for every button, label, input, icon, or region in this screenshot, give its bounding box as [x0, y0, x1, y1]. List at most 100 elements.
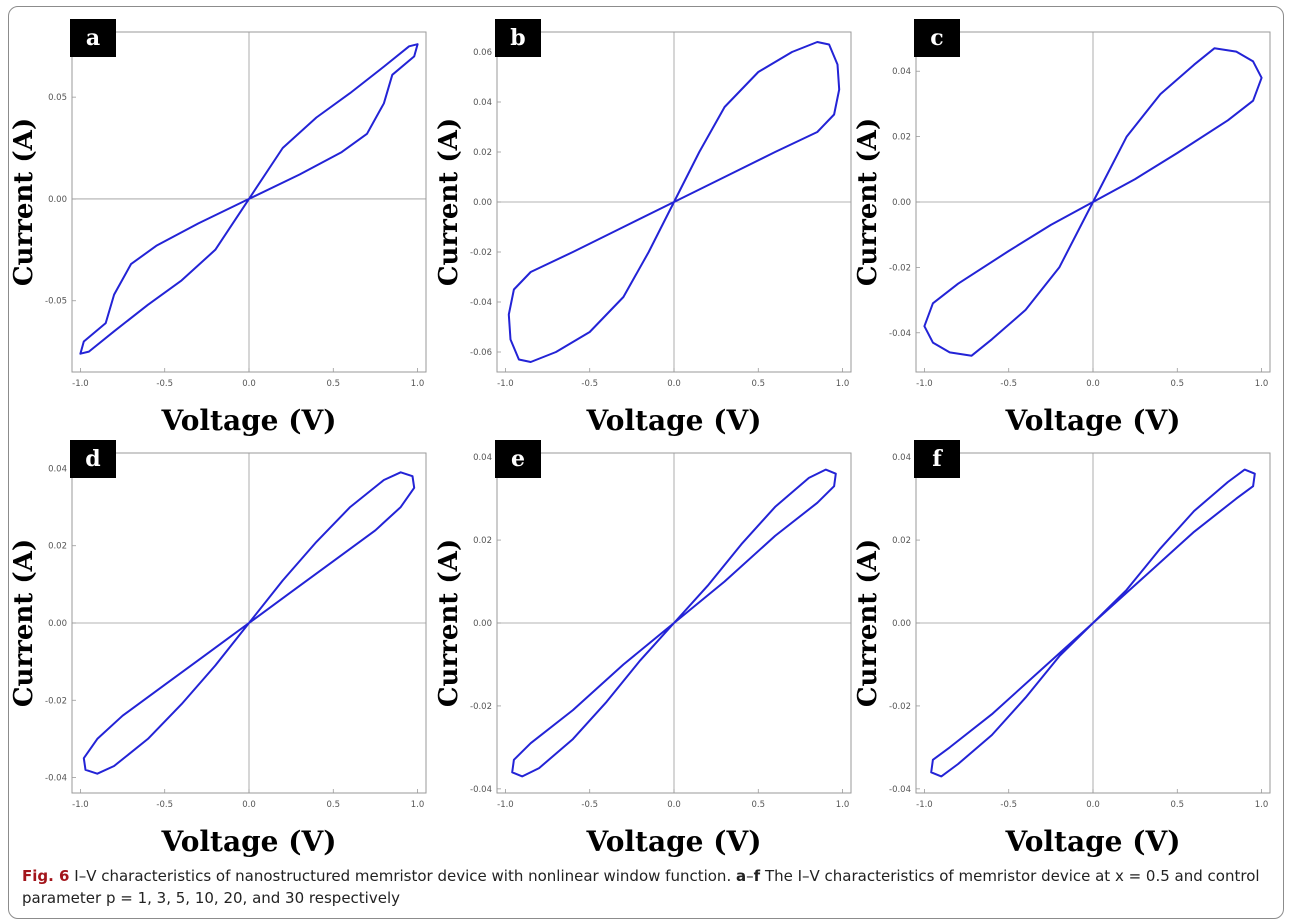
caption-text-2: The I–V characteristics of memristor dev…	[22, 867, 1260, 907]
panel-f: -1.0 -0.5 0.0 0.5 1.0 -0.04 -0.02 0.00 0.02 0.04 V…	[853, 440, 1271, 858]
panel-label-badge	[914, 440, 960, 478]
panel-c: -1.0 -0.5 0.0 0.5 1.0 -0.04 -0.02 0.00 0.02 0.04 V…	[853, 19, 1271, 437]
caption-range-dash: –	[746, 867, 754, 885]
y-tick-label: -0.04	[45, 774, 67, 784]
x-tick-label: -0.5	[1000, 800, 1017, 810]
panel-e: -1.0 -0.5 0.0 0.5 1.0 -0.04 -0.02 0.00 0.02 0.04 V…	[434, 440, 852, 858]
x-tick-label: 0.5	[1171, 379, 1185, 389]
y-tick-label: 0.04	[473, 98, 492, 108]
y-tick-label: -0.02	[470, 248, 492, 258]
x-tick-label: 1.0	[411, 800, 425, 810]
y-tick-label: 0.00	[473, 619, 492, 629]
iv-curve-d	[82, 471, 416, 775]
figure-panels: -1.0 -0.5 0.0 0.5 1.0 -0.05 0.00 0.05 Voltage (V…	[9, 19, 1271, 858]
x-tick-label: 0.5	[327, 800, 341, 810]
caption-range-end: f	[753, 867, 761, 885]
x-tick-label: -1.0	[497, 379, 514, 389]
caption-label: Fig. 6	[22, 867, 70, 885]
x-tick-label: -1.0	[497, 800, 514, 810]
x-tick-label: 0.5	[327, 379, 341, 389]
y-tick-label: 0.04	[48, 464, 67, 474]
x-tick-label: 1.0	[411, 379, 425, 389]
panel-b: -1.0 -0.5 0.0 0.5 1.0 -0.06 -0.04 -0.02 0.00 0.02…	[434, 19, 852, 437]
y-axis-title: Current (A)	[853, 539, 883, 707]
y-tick-label: 0.00	[473, 198, 492, 208]
y-tick-label: 0.04	[473, 453, 492, 463]
iv-curve-c	[923, 47, 1263, 357]
x-axis-title: Voltage (V)	[586, 825, 762, 858]
y-tick-label: 0.00	[48, 619, 67, 629]
panel-label-badge	[70, 440, 116, 478]
x-axis-title: Voltage (V)	[1005, 825, 1181, 858]
panel-label: a	[86, 25, 100, 51]
y-axis-title: Current (A)	[434, 118, 464, 286]
caption-text-1: I–V characteristics of nanostructured me…	[74, 867, 732, 885]
y-tick-label: -0.04	[470, 298, 492, 308]
x-tick-label: 0.0	[1086, 800, 1100, 810]
x-tick-label: 1.0	[1255, 800, 1269, 810]
y-axis-title: Current (A)	[9, 539, 39, 707]
caption-range-start: a	[736, 867, 747, 885]
panel-label-badge	[914, 19, 960, 57]
y-tick-label: -0.04	[889, 329, 911, 339]
x-tick-label: -1.0	[916, 800, 933, 810]
x-tick-label: 1.0	[1255, 379, 1269, 389]
x-tick-label: -1.0	[72, 800, 89, 810]
y-tick-label: 0.06	[473, 48, 492, 58]
iv-curve-f	[930, 468, 1256, 778]
y-tick-label: -0.06	[470, 348, 492, 358]
x-tick-label: 0.5	[752, 800, 766, 810]
x-axis-title: Voltage (V)	[1005, 404, 1181, 437]
x-tick-label: 0.0	[1086, 379, 1100, 389]
x-axis-title: Voltage (V)	[161, 825, 337, 858]
x-tick-label: 0.5	[1171, 800, 1185, 810]
x-tick-label: -0.5	[581, 800, 598, 810]
x-tick-label: 0.5	[752, 379, 766, 389]
y-tick-label: 0.02	[473, 536, 492, 546]
x-tick-label: -0.5	[156, 800, 173, 810]
y-tick-label: 0.02	[48, 542, 67, 552]
x-tick-label: -1.0	[72, 379, 89, 389]
iv-curve-e	[511, 468, 837, 778]
x-axis-title: Voltage (V)	[586, 404, 762, 437]
y-tick-label: 0.02	[892, 536, 911, 546]
panel-label: d	[85, 446, 100, 472]
x-tick-label: 0.0	[242, 800, 256, 810]
x-tick-label: -1.0	[916, 379, 933, 389]
panel-label: f	[932, 446, 943, 472]
x-tick-label: -0.5	[156, 379, 173, 389]
iv-curve-b	[507, 41, 841, 363]
x-tick-label: 0.0	[242, 379, 256, 389]
y-axis-title: Current (A)	[853, 118, 883, 286]
y-axis-title: Current (A)	[9, 118, 39, 286]
y-tick-label: 0.00	[48, 195, 67, 205]
iv-curve-a	[79, 43, 419, 355]
panel-d: -1.0 -0.5 0.0 0.5 1.0 -0.04 -0.02 0.00 0.02 0.04 V…	[9, 440, 427, 858]
y-tick-label: -0.02	[45, 696, 67, 706]
y-tick-label: -0.04	[470, 785, 492, 795]
x-tick-label: 0.0	[667, 800, 681, 810]
panel-label-badge	[70, 19, 116, 57]
y-tick-label: 0.02	[892, 133, 911, 143]
y-axis-title: Current (A)	[434, 539, 464, 707]
y-tick-label: -0.04	[889, 785, 911, 795]
y-tick-label: -0.02	[470, 702, 492, 712]
panel-label: c	[930, 25, 943, 51]
panel-label-badge	[495, 19, 541, 57]
x-tick-label: 0.0	[667, 379, 681, 389]
y-tick-label: 0.00	[892, 619, 911, 629]
x-axis-title: Voltage (V)	[161, 404, 337, 437]
panel-label: b	[510, 25, 525, 51]
y-tick-label: 0.02	[473, 148, 492, 158]
y-tick-label: -0.02	[889, 702, 911, 712]
y-tick-label: -0.05	[45, 297, 67, 307]
x-tick-label: 1.0	[836, 800, 850, 810]
y-tick-label: 0.00	[892, 198, 911, 208]
panel-label: e	[511, 446, 525, 472]
y-tick-label: 0.04	[892, 453, 911, 463]
panel-label-badge	[495, 440, 541, 478]
y-tick-label: -0.02	[889, 263, 911, 273]
x-tick-label: -0.5	[581, 379, 598, 389]
figure-frame	[8, 6, 1284, 919]
panel-a: -1.0 -0.5 0.0 0.5 1.0 -0.05 0.00 0.05 Voltage (V…	[9, 19, 427, 437]
